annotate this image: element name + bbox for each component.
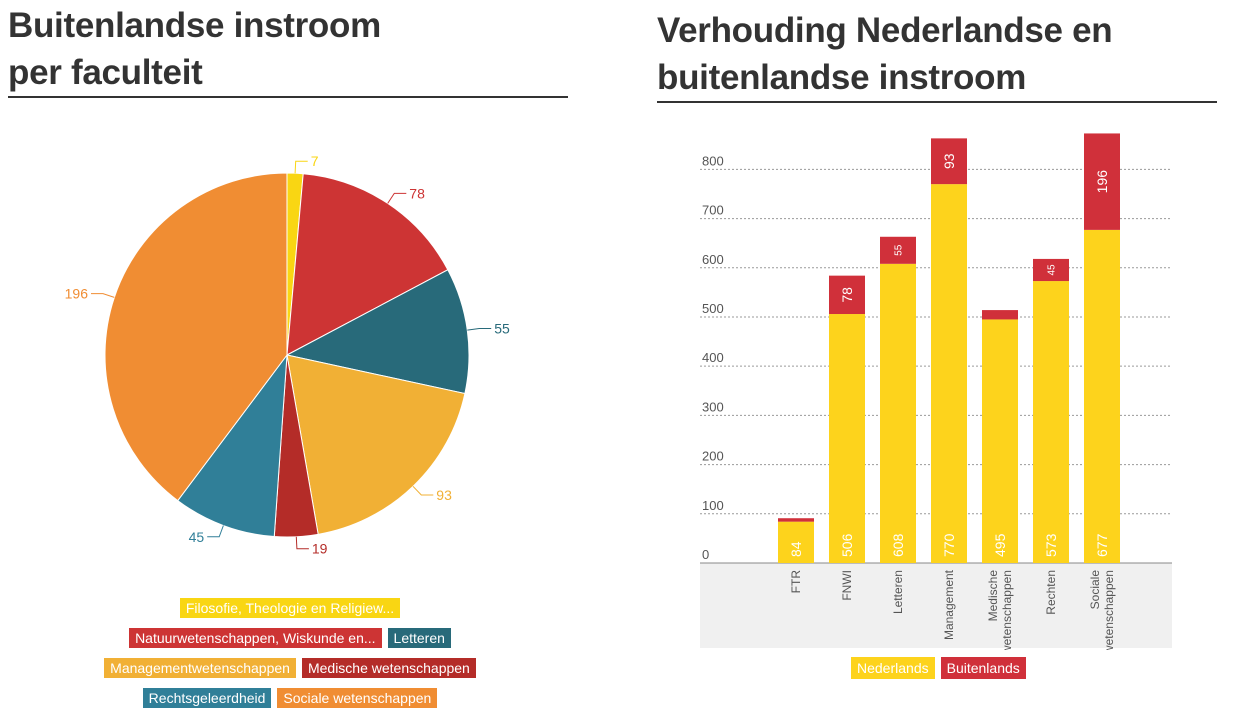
- bar-segment-buitenlands[interactable]: [1084, 133, 1120, 230]
- pie-leader-line: [467, 328, 492, 331]
- bar-value-label-buitenlands: 45: [1047, 264, 1058, 276]
- pie-legend-item[interactable]: Filosofie, Theologie en Religiew...: [179, 598, 401, 618]
- bar-segment-nederlands[interactable]: [880, 263, 916, 563]
- bar-segment-nederlands[interactable]: [982, 319, 1018, 563]
- bar-value-label-nederlands: 506: [839, 533, 855, 557]
- x-category-label: Sociale: [1088, 570, 1102, 610]
- y-tick-label: 500: [702, 301, 724, 316]
- pie-leader-line: [207, 525, 224, 538]
- bar-value-label-buitenlands: 78: [839, 287, 855, 303]
- x-category-label: wetenschappen: [1000, 570, 1014, 650]
- pie-leader-line: [412, 485, 434, 496]
- bar-segment-buitenlands[interactable]: [931, 138, 967, 185]
- pie-legend-item[interactable]: Medische wetenschappen: [301, 658, 476, 678]
- pie-value-label: 78: [409, 185, 425, 201]
- pie-legend-item[interactable]: Managementwetenschappen: [104, 658, 296, 678]
- stacked-bar-chart: 0 100 200 300 400 500 600 700 800 84 FTR 506 78 FNWI 6…: [700, 133, 1172, 650]
- pie-leader-line: [294, 160, 308, 174]
- pie-leader-line: [387, 192, 407, 204]
- bar-legend-item[interactable]: Nederlands: [851, 657, 935, 679]
- pie-legend-item[interactable]: Natuurwetenschappen, Wiskunde en...: [129, 628, 382, 648]
- bar-legend-item[interactable]: Buitenlands: [940, 657, 1026, 679]
- x-category-label: Letteren: [891, 570, 905, 614]
- bar-segment-nederlands[interactable]: [829, 314, 865, 563]
- pie-value-label: 93: [436, 487, 452, 503]
- bar-segment-nederlands[interactable]: [1084, 229, 1120, 563]
- pie-slice[interactable]: [286, 173, 449, 356]
- bar-segment-buitenlands[interactable]: [829, 275, 865, 315]
- bar-chart-title: Verhouding Nederlandse en buitenlandse i…: [657, 7, 1217, 103]
- bar-value-label-nederlands: 573: [1043, 533, 1059, 557]
- bar-segment-buitenlands[interactable]: [778, 518, 814, 522]
- pie-value-label: 45: [189, 529, 205, 545]
- bar-value-label-nederlands: 84: [788, 541, 804, 557]
- bar-value-label-nederlands: 608: [890, 533, 906, 557]
- bar-value-label-buitenlands: 55: [894, 244, 905, 256]
- y-tick-label: 100: [702, 498, 724, 513]
- y-tick-label: 600: [702, 252, 724, 267]
- bar-legend: Nederlands Buitenlands: [851, 657, 1026, 679]
- pie-slice[interactable]: [104, 172, 288, 502]
- bar-segment-buitenlands[interactable]: [982, 310, 1018, 320]
- y-tick-label: 0: [702, 547, 709, 562]
- x-category-label: wetenschappen: [1102, 570, 1116, 650]
- pie-leader-line: [295, 536, 309, 550]
- pie-legend: Filosofie, Theologie en Religiew... Natuu…: [40, 598, 540, 708]
- bar-title-line-2: buitenlandse instroom: [657, 58, 1027, 97]
- y-tick-label: 800: [702, 153, 724, 168]
- x-category-label: Management: [942, 569, 956, 640]
- pie-chart-title: Buitenlandse instroom per faculteit: [8, 2, 568, 98]
- bar-segment-nederlands[interactable]: [778, 521, 814, 563]
- y-tick-label: 400: [702, 350, 724, 365]
- pie-legend-item[interactable]: Letteren: [387, 628, 451, 648]
- bar-value-label-buitenlands: 93: [941, 153, 957, 169]
- pie-chart: 7 78 55 93 19 45 196: [65, 153, 510, 557]
- bar-segment-nederlands[interactable]: [931, 184, 967, 563]
- x-category-label: Medische: [986, 570, 1000, 622]
- x-category-label: Rechten: [1044, 570, 1058, 615]
- pie-title-line-2: per faculteit: [8, 53, 203, 92]
- x-category-label: FTR: [789, 570, 803, 594]
- pie-value-label: 55: [494, 321, 510, 337]
- bar-title-line-1: Verhouding Nederlandse en: [657, 11, 1113, 50]
- bar-value-label-buitenlands: 196: [1094, 170, 1110, 194]
- pie-value-label: 19: [312, 541, 328, 557]
- x-axis-band: [700, 563, 1172, 648]
- bar-segment-buitenlands[interactable]: [1033, 258, 1069, 282]
- pie-legend-item[interactable]: Sociale wetenschappen: [277, 688, 438, 708]
- bar-value-label-nederlands: 677: [1094, 533, 1110, 557]
- y-tick-label: 300: [702, 399, 724, 414]
- bar-value-label-nederlands: 770: [941, 533, 957, 557]
- bar-segment-nederlands[interactable]: [1033, 281, 1069, 563]
- pie-value-label: 196: [65, 286, 89, 302]
- y-tick-label: 200: [702, 449, 724, 464]
- pie-slice[interactable]: [285, 269, 470, 395]
- pie-legend-item[interactable]: Rechtsgeleerdheid: [142, 688, 272, 708]
- y-tick-label: 700: [702, 203, 724, 218]
- pie-value-label: 7: [311, 153, 319, 169]
- bar-value-label-nederlands: 495: [992, 533, 1008, 557]
- x-category-label: FNWI: [840, 570, 854, 601]
- pie-leader-line: [91, 293, 115, 298]
- pie-title-line-1: Buitenlandse instroom: [8, 6, 381, 45]
- bar-segment-buitenlands[interactable]: [880, 236, 916, 264]
